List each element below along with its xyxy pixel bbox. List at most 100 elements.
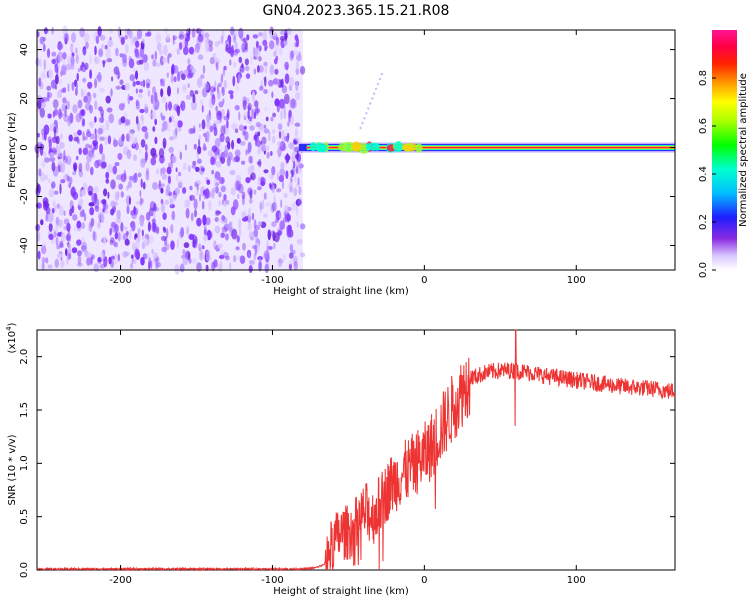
noise-speckle [156,225,160,233]
noise-speckle [249,231,254,240]
noise-speckle [288,113,291,123]
noise-speckle [141,229,144,237]
noise-speckle [85,161,90,172]
noise-speckle [51,161,56,172]
noise-speckle [97,132,101,139]
noise-speckle [129,129,135,135]
noise-speckle [238,124,244,131]
noise-speckle [175,105,180,114]
noise-speckle [48,68,53,79]
noise-speckle [130,263,134,269]
noise-speckle [65,233,71,241]
noise-speckle [237,193,240,199]
noise-speckle [85,143,90,149]
noise-speckle [101,153,106,161]
noise-speckle [251,108,255,120]
noise-speckle [112,165,118,175]
noise-speckle [242,242,246,251]
noise-speckle [151,110,156,120]
noise-speckle [289,243,294,253]
noise-speckle [230,187,236,196]
noise-speckle [118,103,125,111]
noise-speckle [250,172,256,181]
noise-speckle [132,81,136,87]
noise-speckle [185,94,192,100]
noise-speckle [60,179,66,184]
noise-speckle [71,32,76,43]
noise-speckle [186,28,190,38]
noise-speckle [229,169,236,176]
noise-speckle [63,149,66,161]
noise-speckle [152,126,156,132]
faint-streak-point [361,121,364,125]
noise-speckle [189,195,192,202]
noise-speckle [39,107,45,118]
noise-speckle [59,240,64,248]
noise-speckle [250,164,255,172]
noise-speckle [45,213,48,222]
noise-speckle [76,136,80,144]
noise-speckle [198,123,201,129]
noise-speckle [48,188,55,198]
noise-speckle [206,113,211,123]
noise-speckle [173,119,179,128]
noise-speckle [280,129,286,141]
noise-speckle [72,171,77,176]
noise-speckle [124,238,130,246]
noise-speckle [117,72,120,80]
noise-speckle [277,141,283,147]
noise-speckle [273,51,277,57]
noise-speckle [141,114,144,126]
noise-speckle [241,211,247,218]
noise-speckle [261,199,265,210]
noise-speckle [75,155,79,161]
noise-speckle [51,207,55,214]
noise-speckle [248,198,253,204]
noise-speckle [140,158,146,168]
noise-speckle [86,131,92,138]
noise-speckle [284,213,287,222]
noise-speckle [86,257,91,266]
noise-speckle [60,133,63,140]
noise-speckle [223,194,227,201]
noise-speckle [98,124,105,134]
noise-speckle [179,151,183,160]
faint-streak-point [380,72,383,76]
noise-speckle [83,136,88,141]
noise-speckle [137,93,143,99]
noise-speckle [145,170,150,181]
noise-speckle [253,111,257,120]
noise-speckle [113,139,119,147]
noise-speckle [271,91,274,99]
noise-speckle [295,92,301,100]
noise-speckle [214,138,221,148]
noise-speckle [120,222,124,232]
noise-speckle [178,42,183,50]
snr-x-ticks: -200 -100 0 100 [109,330,586,586]
noise-speckle [258,125,265,133]
noise-speckle [170,224,174,234]
noise-speckle [136,28,143,40]
noise-speckle [161,173,168,180]
noise-speckle [252,245,257,250]
noise-speckle [152,252,159,259]
noise-speckle [190,212,194,222]
noise-speckle [263,213,268,218]
snr-exponent-base: (x10 [7,331,18,354]
noise-speckle [203,82,210,91]
noise-speckle [47,113,52,119]
noise-speckle [135,99,139,107]
noise-speckle [223,223,230,231]
noise-speckle [94,100,98,110]
noise-speckle [57,51,63,63]
y-tick-label: -20 [19,188,30,204]
noise-speckle [276,188,282,193]
noise-speckle [120,116,126,124]
noise-speckle [80,109,85,116]
noise-speckle [134,233,138,239]
signal-band-layer [306,146,675,149]
snr-exponent-label: (x104) [5,322,18,353]
x-tick-label: 100 [567,575,586,586]
